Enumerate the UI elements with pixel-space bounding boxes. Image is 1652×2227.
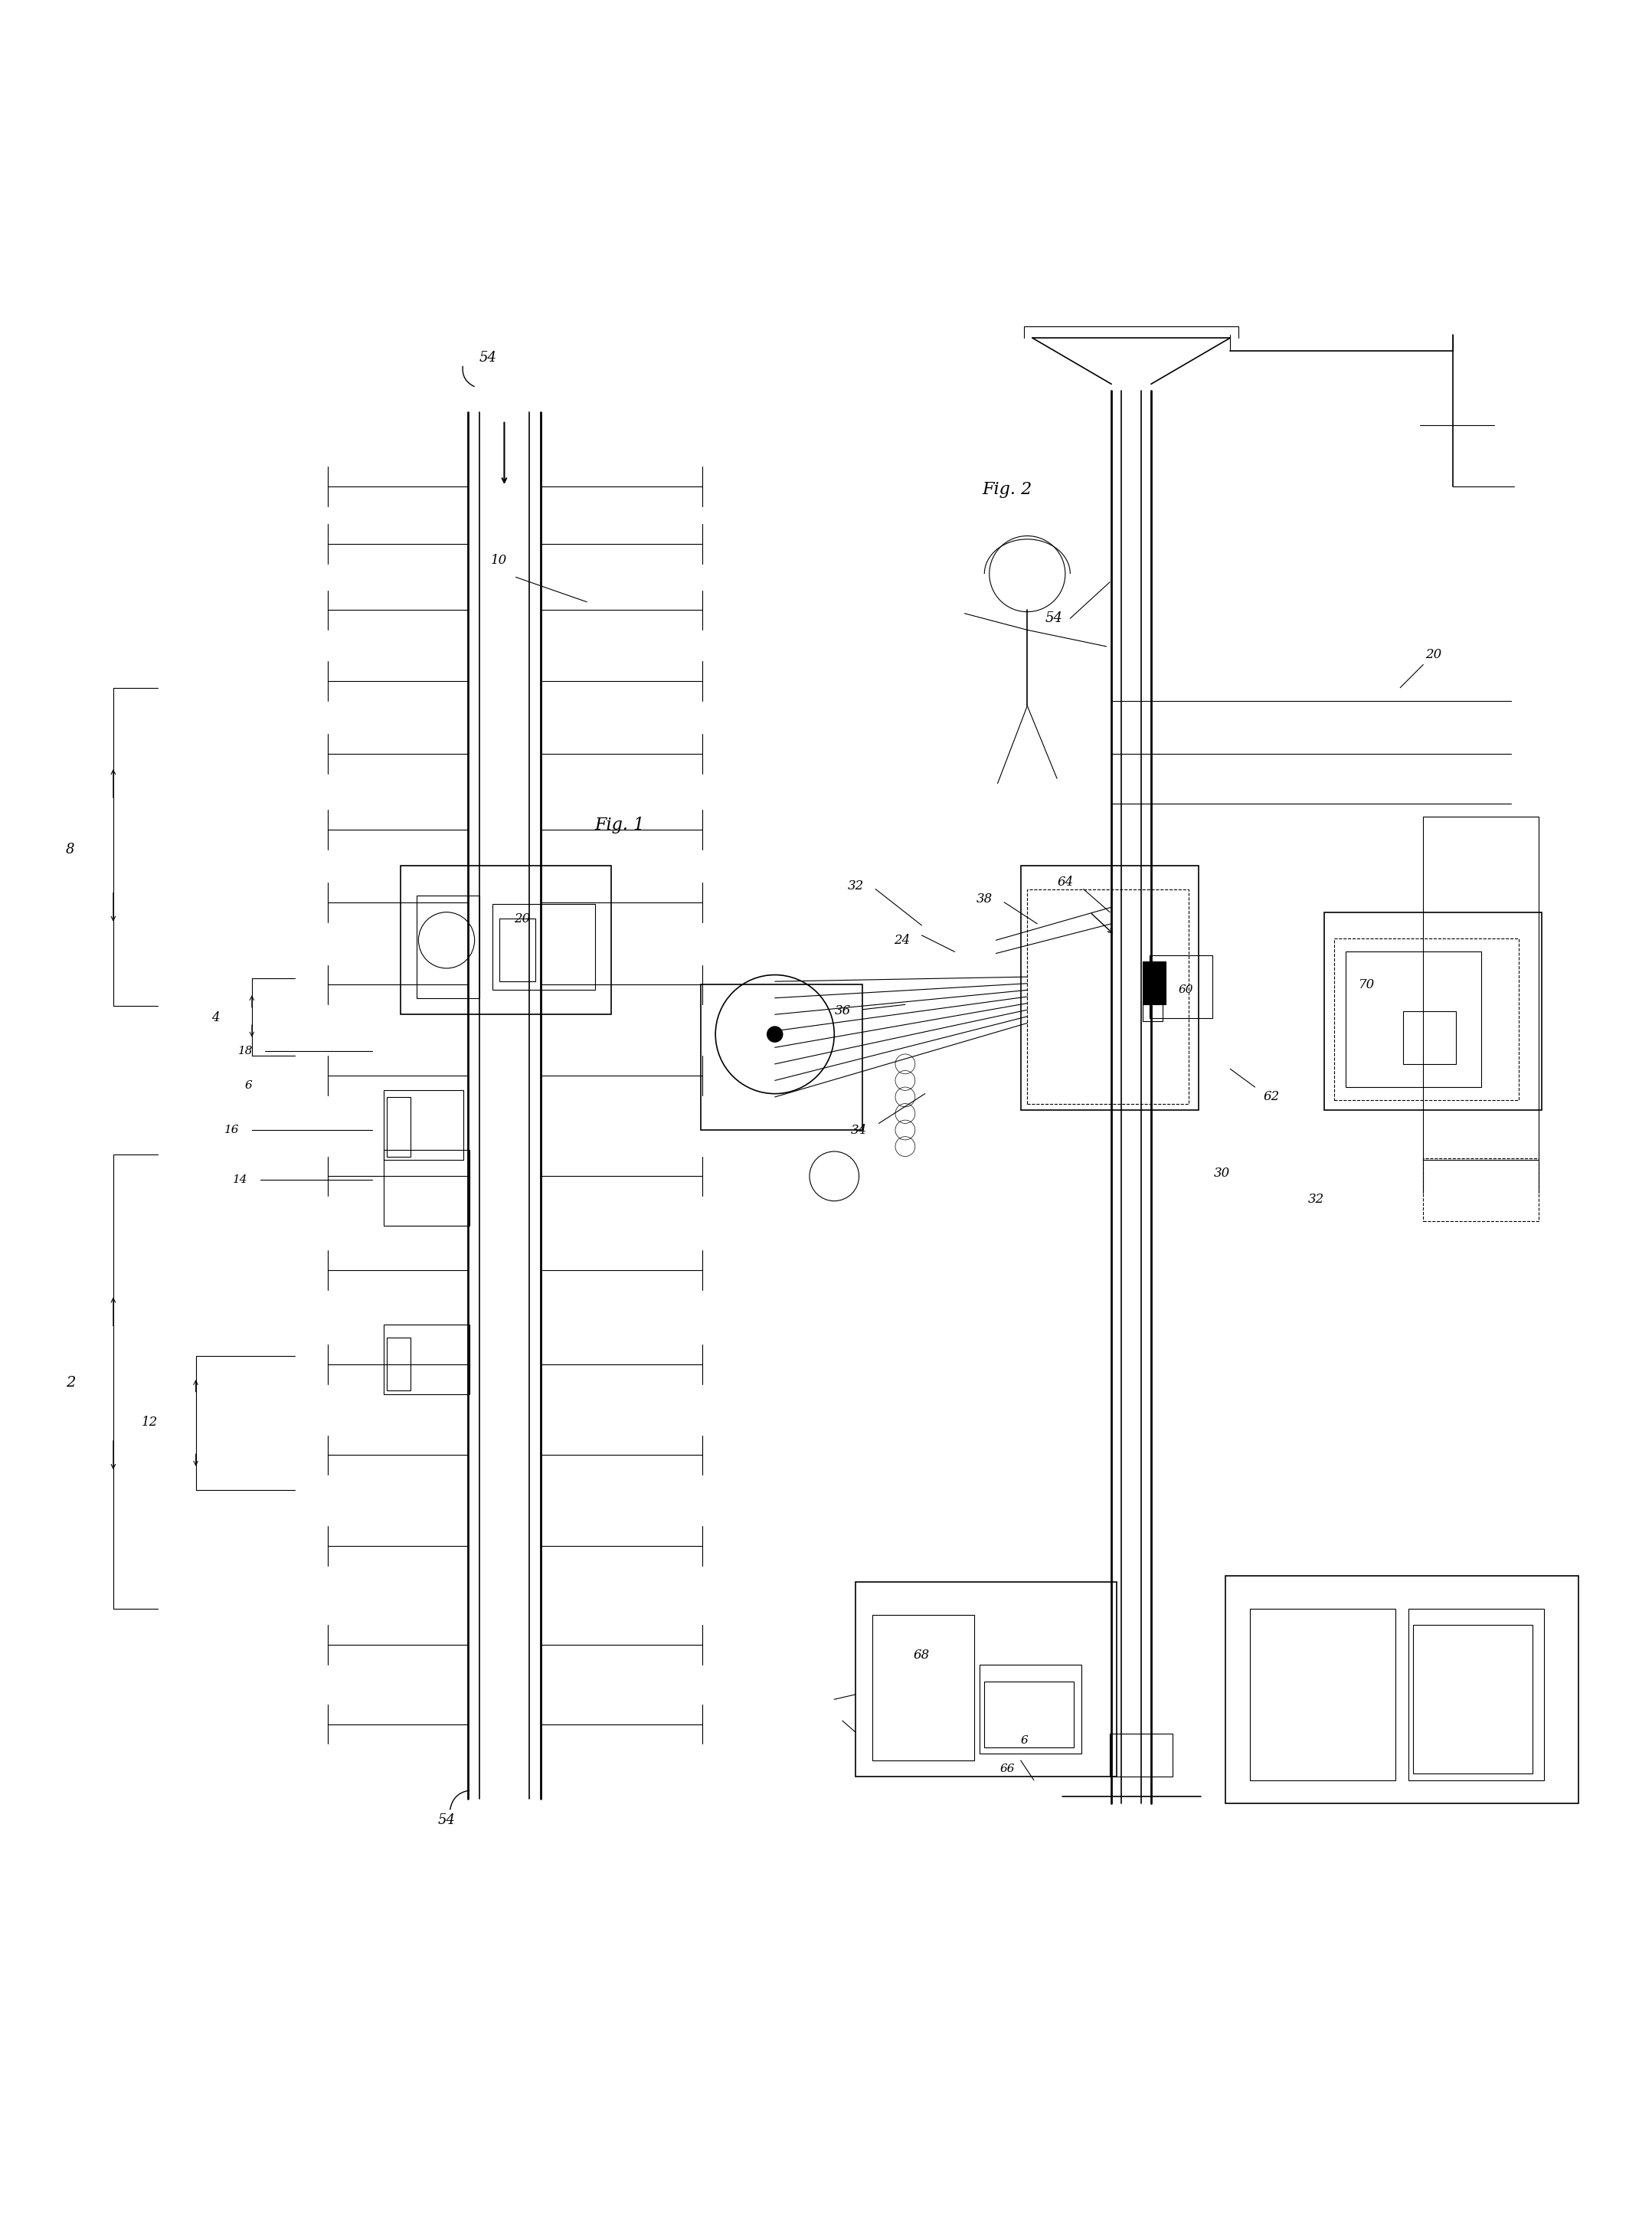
Text: 30: 30	[1214, 1167, 1231, 1180]
Bar	[499, 920, 535, 982]
Text: 62: 62	[1264, 1091, 1280, 1105]
Bar	[1143, 1002, 1163, 1022]
Text: 32: 32	[847, 880, 864, 893]
Text: Fig. 1: Fig. 1	[595, 817, 644, 833]
Text: 20: 20	[514, 913, 530, 924]
Text: 2: 2	[66, 1376, 74, 1390]
Text: 36: 36	[834, 1004, 851, 1018]
Bar	[1409, 1608, 1543, 1779]
Text: 6: 6	[244, 1080, 253, 1091]
Bar	[1143, 962, 1166, 1004]
Bar	[1335, 938, 1518, 1100]
Bar	[856, 1581, 1117, 1777]
Text: 20: 20	[1426, 648, 1441, 661]
Bar	[980, 1666, 1082, 1755]
Bar	[387, 1338, 410, 1390]
Bar	[700, 984, 862, 1129]
Text: 60: 60	[1178, 984, 1193, 995]
Bar	[492, 904, 595, 989]
Bar	[1021, 866, 1199, 1111]
Text: 12: 12	[142, 1416, 157, 1428]
Text: 16: 16	[225, 1125, 240, 1136]
Bar	[1346, 951, 1480, 1087]
Text: 14: 14	[233, 1174, 248, 1185]
Bar	[1414, 1626, 1531, 1773]
Text: 68: 68	[914, 1648, 930, 1661]
Text: 38: 38	[976, 893, 993, 906]
Text: 54: 54	[438, 1813, 456, 1826]
Bar	[383, 1325, 469, 1394]
Bar	[383, 1091, 463, 1160]
Bar	[872, 1615, 975, 1759]
Bar	[1404, 1011, 1457, 1065]
Text: 18: 18	[238, 1044, 253, 1056]
Bar	[1251, 1608, 1396, 1779]
Bar	[383, 1149, 469, 1225]
Circle shape	[767, 1027, 783, 1042]
Bar	[387, 1098, 410, 1156]
Bar	[1424, 1158, 1538, 1220]
Text: 54: 54	[1044, 612, 1062, 626]
Text: 66: 66	[999, 1764, 1014, 1775]
Bar	[1226, 1574, 1578, 1804]
Bar	[985, 1681, 1074, 1748]
Bar	[1325, 913, 1541, 1111]
Bar	[416, 895, 479, 998]
Text: 10: 10	[491, 555, 507, 568]
Text: 32: 32	[1308, 1194, 1325, 1205]
Text: 8: 8	[66, 842, 74, 857]
Bar	[1028, 889, 1189, 1105]
Text: 54: 54	[479, 352, 497, 365]
Text: Fig. 2: Fig. 2	[983, 481, 1032, 499]
Text: 4: 4	[211, 1011, 220, 1024]
Text: 6: 6	[1021, 1735, 1028, 1746]
Text: 64: 64	[1057, 875, 1074, 889]
Text: 24: 24	[894, 933, 910, 946]
Bar	[400, 866, 611, 1016]
Text: 70: 70	[1360, 978, 1376, 991]
Bar	[1110, 1735, 1173, 1777]
Text: 34: 34	[851, 1122, 867, 1136]
Bar	[1150, 955, 1213, 1018]
